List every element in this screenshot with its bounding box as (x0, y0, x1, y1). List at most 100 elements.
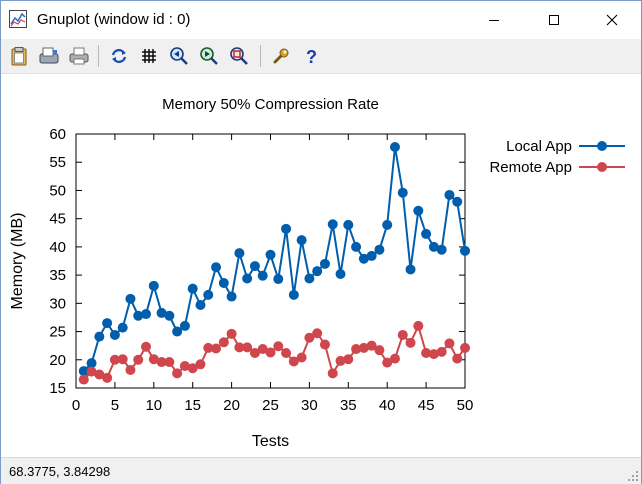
data-point (187, 283, 198, 294)
data-point (304, 332, 315, 343)
data-point (172, 368, 183, 379)
data-point (281, 348, 292, 359)
data-point (102, 372, 113, 383)
data-point (358, 253, 369, 264)
x-tick-label: 20 (223, 397, 240, 414)
y-tick-label: 60 (49, 126, 66, 143)
y-tick-label: 40 (49, 239, 66, 256)
data-point (389, 141, 400, 152)
help-button[interactable]: ? (299, 44, 323, 68)
data-point (203, 342, 214, 353)
print-save-button[interactable] (37, 44, 61, 68)
series-line (83, 146, 466, 372)
maximize-button[interactable] (531, 1, 577, 39)
status-bar: 68.3775, 3.84298 (1, 457, 641, 484)
print-button[interactable] (67, 44, 91, 68)
data-point (187, 363, 198, 374)
data-point (273, 274, 284, 285)
legend-marker (597, 162, 607, 172)
x-tick-label: 45 (418, 397, 435, 414)
data-point (319, 258, 330, 269)
mouse-coordinates: 68.3775, 3.84298 (9, 464, 111, 479)
x-tick-label: 40 (379, 397, 396, 414)
x-tick-label: 30 (301, 397, 318, 414)
data-point (397, 329, 408, 340)
data-point (133, 354, 144, 365)
data-point (319, 339, 330, 350)
y-tick-label: 45 (49, 211, 66, 228)
data-point (296, 235, 307, 246)
data-point (203, 289, 214, 300)
data-point (102, 318, 113, 329)
x-tick-label: 25 (262, 397, 279, 414)
data-point (218, 337, 229, 348)
data-point (195, 300, 206, 311)
data-point (226, 328, 237, 339)
data-point (428, 349, 439, 360)
data-point (312, 328, 323, 339)
data-point (304, 273, 315, 284)
replot-button[interactable] (107, 44, 131, 68)
y-tick-label: 20 (49, 352, 66, 369)
data-point (78, 374, 89, 385)
printer-icon (69, 47, 89, 65)
data-point (444, 338, 455, 349)
series-local-app (78, 141, 470, 377)
data-point (94, 331, 105, 342)
data-point (351, 344, 362, 355)
data-point (257, 344, 268, 355)
data-point (374, 345, 385, 356)
y-axis-label: Memory (MB) (9, 213, 26, 310)
options-button[interactable] (269, 44, 293, 68)
zoom-next-button[interactable] (197, 44, 221, 68)
data-point (249, 348, 260, 359)
data-point (148, 354, 159, 365)
title-bar[interactable]: Gnuplot (window id : 0) (1, 1, 641, 39)
data-point (265, 347, 276, 358)
y-tick-label: 55 (49, 154, 66, 171)
data-point (242, 273, 253, 284)
data-point (374, 244, 385, 255)
data-point (211, 343, 222, 354)
data-point (288, 356, 299, 367)
data-point (405, 264, 416, 275)
zoom-previous-button[interactable] (167, 44, 191, 68)
data-point (281, 223, 292, 234)
data-point (156, 307, 167, 318)
plot-canvas[interactable]: Memory 50% Compression Rate 0 5 10 15 20 25 30 3… (1, 74, 641, 456)
data-point (211, 262, 222, 273)
data-point (397, 187, 408, 198)
data-point (327, 219, 338, 230)
data-point (421, 228, 432, 239)
unzoom-button[interactable] (227, 44, 251, 68)
close-button[interactable] (589, 1, 635, 39)
x-tick-label: 0 (72, 397, 80, 414)
legend-label: Remote App (489, 159, 572, 176)
data-point (242, 342, 253, 353)
copy-clipboard-button[interactable] (7, 44, 31, 68)
data-point (179, 320, 190, 331)
data-point (179, 360, 190, 371)
data-point (335, 355, 346, 366)
data-point (436, 244, 447, 255)
x-tick-label: 35 (340, 397, 357, 414)
toolbar: ? (1, 39, 641, 74)
data-point (109, 329, 120, 340)
data-point (156, 357, 167, 368)
grid-button[interactable] (137, 44, 161, 68)
resize-grip-icon[interactable] (627, 470, 639, 482)
data-point (382, 219, 393, 230)
window-title: Gnuplot (window id : 0) (37, 11, 191, 28)
data-point (366, 250, 377, 261)
data-point (164, 357, 175, 368)
y-tick-label: 15 (49, 380, 66, 397)
data-point (436, 346, 447, 357)
minimize-icon (489, 20, 499, 21)
data-point (234, 342, 245, 353)
minimize-button[interactable] (471, 1, 517, 39)
data-point (296, 352, 307, 363)
data-point (460, 342, 470, 353)
data-point (389, 353, 400, 364)
data-point (117, 322, 128, 333)
